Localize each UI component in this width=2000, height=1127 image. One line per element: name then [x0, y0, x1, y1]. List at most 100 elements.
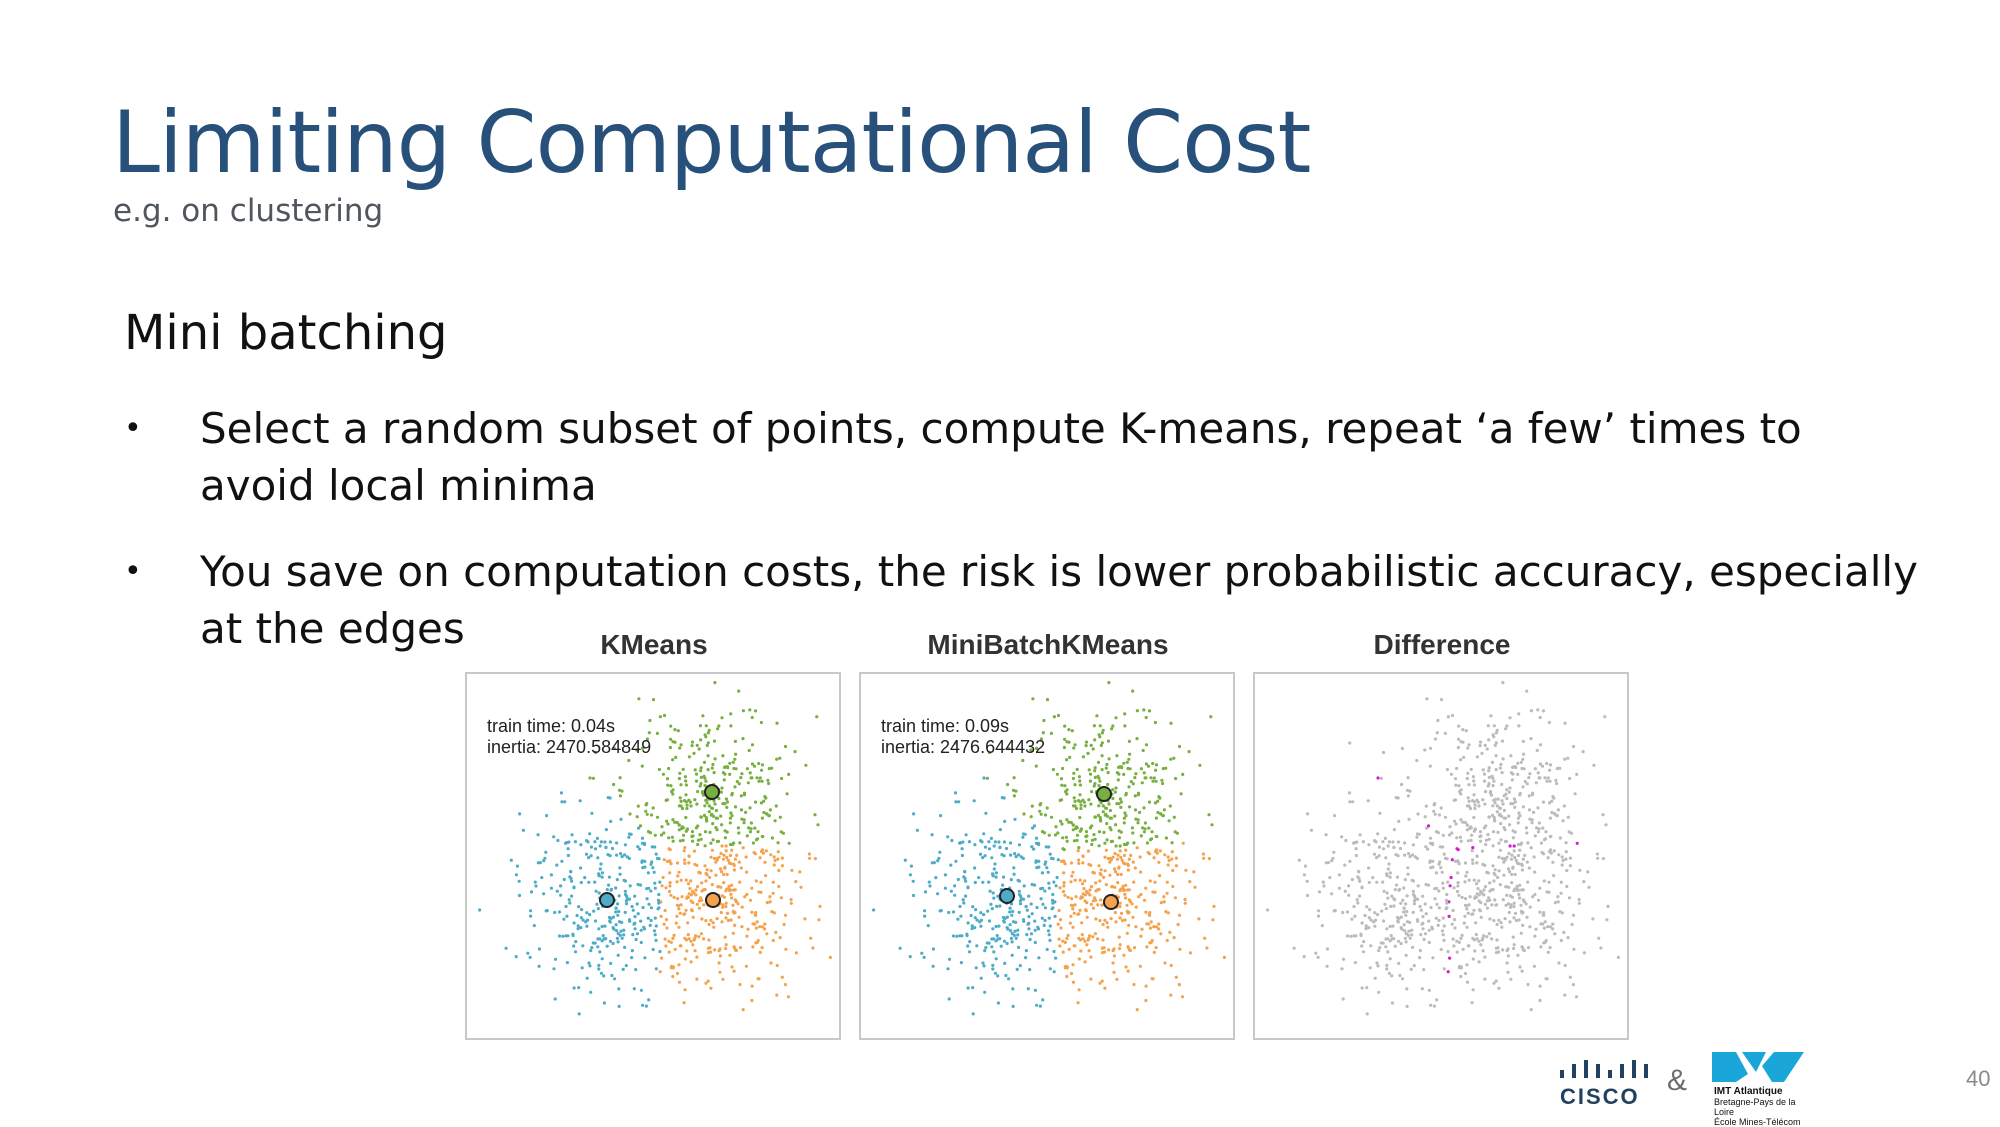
scatter-point [1478, 830, 1483, 834]
scatter-point [1421, 915, 1425, 919]
scatter-point [1563, 993, 1567, 997]
scatter-point [1193, 885, 1197, 889]
scatter-point [1071, 828, 1075, 832]
scatter-point [769, 961, 773, 965]
scatter-point [1526, 946, 1531, 950]
scatter-point [1003, 961, 1007, 965]
scatter-point [1077, 858, 1081, 862]
scatter-point [622, 928, 626, 932]
scatter-point [1519, 903, 1523, 907]
scatter-point [747, 748, 751, 753]
scatter-point [996, 894, 1000, 898]
scatter-point [799, 885, 803, 889]
scatter-point [1511, 935, 1515, 939]
scatter-point [723, 836, 727, 840]
scatter-point [1162, 900, 1166, 904]
scatter-point [1065, 792, 1069, 796]
scatter-point [1479, 943, 1483, 947]
scatter-point [1361, 840, 1365, 844]
scatter-point [1038, 1004, 1042, 1008]
scatter-point [1512, 905, 1516, 909]
scatter-point [923, 890, 928, 894]
scatter-point [1143, 827, 1147, 831]
scatter-point [764, 796, 768, 800]
scatter-point [1376, 832, 1380, 836]
scatter-point [1372, 920, 1376, 924]
scatter-point [533, 880, 537, 884]
cisco-logo-icon [1560, 1060, 1648, 1078]
scatter-point [1065, 936, 1069, 940]
scatter-point [719, 790, 723, 794]
scatter-point [1389, 904, 1393, 908]
scatter-point [770, 766, 774, 770]
scatter-point [1118, 844, 1122, 848]
scatter-point [608, 939, 613, 943]
scatter-point [1135, 1008, 1139, 1012]
scatter-point [1574, 995, 1579, 999]
scatter-point [1055, 875, 1059, 880]
scatter-point [1174, 856, 1178, 860]
scatter-point [679, 799, 683, 803]
scatter-point [1337, 873, 1341, 877]
scatter-point [983, 990, 987, 994]
scatter-point [1381, 880, 1385, 884]
scatter-point [1093, 738, 1097, 742]
cluster-center-marker [705, 892, 721, 908]
scatter-point [1063, 737, 1067, 741]
scatter-point [706, 754, 710, 758]
scatter-point [989, 902, 993, 906]
scatter-point [649, 906, 653, 910]
scatter-point [563, 800, 567, 804]
scatter-point [623, 910, 627, 914]
scatter-point [621, 967, 625, 971]
scatter-point [1063, 784, 1067, 788]
scatter-point [735, 853, 739, 857]
scatter-point [587, 880, 591, 884]
scatter-point [750, 762, 754, 766]
scatter-point [776, 850, 780, 854]
scatter-point [646, 871, 650, 875]
scatter-point [1077, 775, 1081, 779]
scatter-point [750, 910, 754, 914]
scatter-point [741, 709, 745, 713]
scatter-point [1463, 903, 1467, 907]
scatter-point [609, 888, 613, 892]
scatter-point [643, 956, 647, 960]
scatter-point [660, 956, 664, 960]
scatter-point [678, 771, 682, 775]
scatter-point [1043, 889, 1047, 893]
scatter-point [753, 826, 757, 830]
scatter-point [627, 897, 632, 901]
scatter-point [1373, 839, 1377, 843]
scatter-point [981, 961, 985, 965]
scatter-point [725, 855, 729, 860]
scatter-point [1540, 764, 1545, 768]
scatter-point [679, 804, 683, 808]
scatter-point [577, 905, 581, 909]
scatter-point [590, 811, 594, 815]
scatter-point [1404, 940, 1408, 944]
scatter-point [1459, 839, 1463, 843]
scatter-point [1127, 898, 1131, 902]
scatter-point [1030, 912, 1034, 916]
scatter-point [678, 746, 682, 750]
scatter-point [666, 783, 670, 787]
scatter-point [1513, 911, 1518, 915]
scatter-point [771, 880, 775, 884]
scatter-point [1432, 803, 1436, 807]
scatter-point [677, 828, 681, 832]
scatter-point [1093, 775, 1097, 779]
scatter-point [1026, 987, 1030, 991]
scatter-point [1179, 792, 1183, 796]
scatter-point [1067, 947, 1071, 951]
scatter-point [1524, 826, 1528, 830]
scatter-point [728, 953, 732, 957]
scatter-point [741, 1008, 745, 1012]
scatter-point [1297, 858, 1301, 862]
scatter-point [1477, 939, 1481, 943]
scatter-point [1098, 779, 1102, 783]
scatter-point [982, 913, 986, 917]
scatter-point [1453, 819, 1457, 823]
scatter-point [1156, 799, 1160, 803]
scatter-point [771, 938, 775, 943]
